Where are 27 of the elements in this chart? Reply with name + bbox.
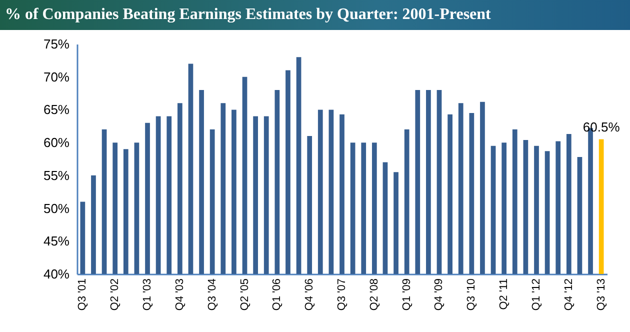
x-tick-label: Q3 '01 [76,278,89,311]
data-label: 60.5% [582,119,620,134]
x-tick-label: Q4 '09 [433,278,446,311]
y-tick-label: 75% [43,36,70,52]
chart-title: % of Companies Beating Earnings Estimates by Quarter: 2001-Present [4,6,492,23]
y-tick-label: 60% [43,135,70,150]
x-tick-label: Q2 '05 [238,278,251,311]
x-tick-label: Q1 '12 [530,278,542,311]
x-tick-label: Q1 '03 [142,278,154,311]
x-tick-label: Q1 '09 [400,278,413,311]
x-tick-label: Q1 '06 [271,278,284,311]
x-tick-label: Q4 '03 [174,278,186,311]
x-tick-label: Q3 '04 [206,278,218,311]
x-tick-label: Q2 '02 [109,278,122,311]
y-tick-label: 65% [43,102,70,118]
y-tick-label: 50% [43,200,70,216]
x-tick-label: Q3 '13 [595,278,608,311]
y-tick-label: 55% [43,168,70,183]
x-tick-label: Q2 '11 [498,278,510,310]
x-tick-label: Q2 '08 [368,278,380,311]
y-tick-label: 70% [43,69,70,84]
y-tick-label: 40% [43,266,70,282]
y-tick-label: 45% [43,234,70,249]
x-tick-label: Q4 '06 [304,278,316,311]
x-tick-label: Q3 '10 [466,278,478,311]
x-tick-label: Q3 '07 [336,278,348,311]
x-tick-label: Q4 '12 [562,278,575,311]
